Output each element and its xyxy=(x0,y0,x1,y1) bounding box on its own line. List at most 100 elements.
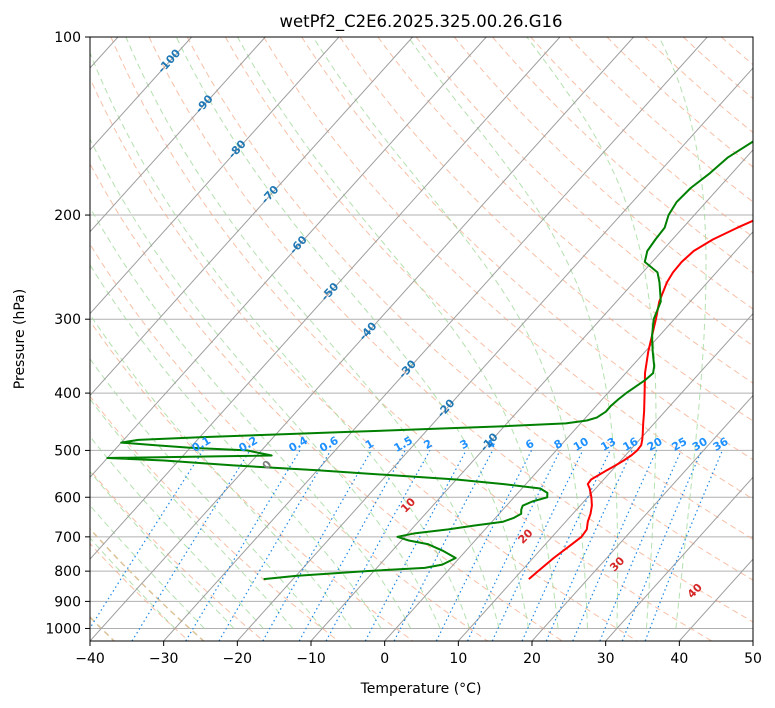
mixing-ratio-label: 13 xyxy=(598,435,618,454)
dry-adiabat-line xyxy=(186,37,753,581)
mixing-ratio-line xyxy=(466,450,561,641)
isotherm-line xyxy=(90,37,413,397)
moist-adiabat-label: 20 xyxy=(516,526,536,546)
isotherm-line xyxy=(90,37,266,233)
plot-frame xyxy=(89,36,754,642)
x-tick-label: 0 xyxy=(380,651,389,667)
x-tick-label: 30 xyxy=(597,651,615,667)
isotherm-line xyxy=(605,476,753,641)
mixing-ratio-line xyxy=(545,450,633,641)
mixing-ratio-label: 6 xyxy=(523,437,536,452)
mixing-ratio-label: 8 xyxy=(552,437,565,452)
mixing-ratio-line xyxy=(298,450,406,641)
isotherm-line xyxy=(678,558,753,641)
dry-adiabat-line xyxy=(644,37,753,134)
background-lines xyxy=(90,37,753,641)
mixing-ratio-label: 36 xyxy=(711,435,731,454)
mixing-ratio-line xyxy=(644,450,723,641)
moist-adiabat-line xyxy=(312,37,588,629)
dry-adiabat-line xyxy=(110,37,712,641)
mixing-ratio-label: 25 xyxy=(670,435,690,454)
moist-adiabat-line xyxy=(90,470,235,629)
dry-adiabat-line xyxy=(90,162,563,641)
temperature-line xyxy=(528,219,753,580)
x-tick-label: −30 xyxy=(149,651,179,667)
y-tick-label: 400 xyxy=(54,386,81,402)
mixing-ratio-line xyxy=(218,450,332,641)
mixing-ratio-line xyxy=(621,450,703,641)
dry-adiabat-line xyxy=(90,469,264,641)
moist-adiabat-line xyxy=(90,264,382,629)
x-tick-label: 20 xyxy=(523,651,541,667)
moist-adiabat-line xyxy=(90,358,323,629)
mixing-ratio-line xyxy=(491,450,584,641)
moist-adiabat-line xyxy=(90,206,412,629)
axes: −40 −30 −20 −10 0 10 20 30 40 5010020030040050060… xyxy=(45,30,762,667)
x-tick-label: 40 xyxy=(670,651,688,667)
mixing-ratio-label: 3 xyxy=(458,437,471,452)
moist-adiabat-label: 0 xyxy=(260,457,275,472)
mixing-ratio-label: 10 xyxy=(571,435,591,454)
dry-adiabat-line xyxy=(415,37,753,347)
isotherm-line xyxy=(310,149,753,641)
y-tick-label: 700 xyxy=(54,530,81,546)
moist-adiabat-line xyxy=(90,313,353,629)
x-tick-label: −10 xyxy=(296,651,326,667)
isotherm-line xyxy=(90,37,634,641)
dry-adiabat-line xyxy=(263,37,753,500)
moist-adiabat-line xyxy=(175,37,529,629)
dry-adiabat-line xyxy=(606,37,753,168)
mixing-ratio-line xyxy=(131,450,251,641)
x-tick-label: −40 xyxy=(75,651,105,667)
y-tick-label: 200 xyxy=(54,208,81,224)
isotherm-line xyxy=(163,37,708,641)
moist-adiabat-line xyxy=(125,37,500,629)
moist-adiabat-label: 40 xyxy=(685,581,705,601)
mixing-ratio-label: 1 xyxy=(363,437,376,452)
isotherm-line xyxy=(90,37,561,560)
dry-adiabat-line xyxy=(721,37,753,66)
mixing-ratio-line xyxy=(325,450,431,641)
chart-title: wetPf2_C2E6.2025.325.00.26.G16 xyxy=(279,12,562,32)
isotherm-line xyxy=(752,640,753,641)
dry-adiabat-line xyxy=(90,542,190,641)
moist-adiabat-line xyxy=(90,138,441,629)
dry-adiabat-line xyxy=(530,37,753,238)
mixing-ratio-line xyxy=(572,450,658,641)
mixing-ratio-line xyxy=(521,450,611,641)
isotherm-line xyxy=(531,394,753,641)
dry-adiabat-line xyxy=(682,37,753,100)
dry-adiabat-line xyxy=(377,37,753,384)
mixing-ratio-label: 20 xyxy=(645,435,665,454)
moist-adiabat-line xyxy=(90,398,294,629)
mixing-ratio-line xyxy=(599,450,682,641)
isotherm-line xyxy=(90,37,487,479)
isotherm-line xyxy=(457,312,753,641)
mixing-ratio-label: 30 xyxy=(690,435,710,454)
isotherm-line xyxy=(384,230,753,641)
y-tick-label: 600 xyxy=(54,490,81,506)
mixing-ratio-line xyxy=(435,450,533,641)
dry-adiabat-line xyxy=(148,37,753,623)
dry-adiabat-line xyxy=(90,395,339,641)
mixing-ratio-line xyxy=(185,450,301,641)
sounding-lines xyxy=(106,140,753,581)
dry-adiabat-line xyxy=(90,320,414,641)
mixing-ratio-label: 2 xyxy=(422,437,435,452)
isotherm-line xyxy=(236,67,753,641)
y-tick-label: 100 xyxy=(54,30,81,46)
mixing-ratio-label: 0.6 xyxy=(317,434,341,455)
x-tick-label: 10 xyxy=(449,651,467,667)
moist-adiabat-line xyxy=(407,37,619,629)
x-tick-label: 50 xyxy=(744,651,762,667)
dry-adiabat-line xyxy=(339,37,753,422)
y-tick-label: 800 xyxy=(54,564,81,580)
x-tick-label: −20 xyxy=(223,651,253,667)
in-plot-labels: 0.1 0.2 0.4 0.6 1 1.5 2 3 4 6 8 10 13 16 20 25 30 36-100-… xyxy=(155,46,731,601)
moist-adiabat-line xyxy=(90,504,205,629)
y-tick-label: 300 xyxy=(54,312,81,328)
dry-adiabat-line xyxy=(453,37,753,310)
mixing-ratio-label: 1.5 xyxy=(392,434,415,455)
y-tick-label: 900 xyxy=(54,594,81,610)
